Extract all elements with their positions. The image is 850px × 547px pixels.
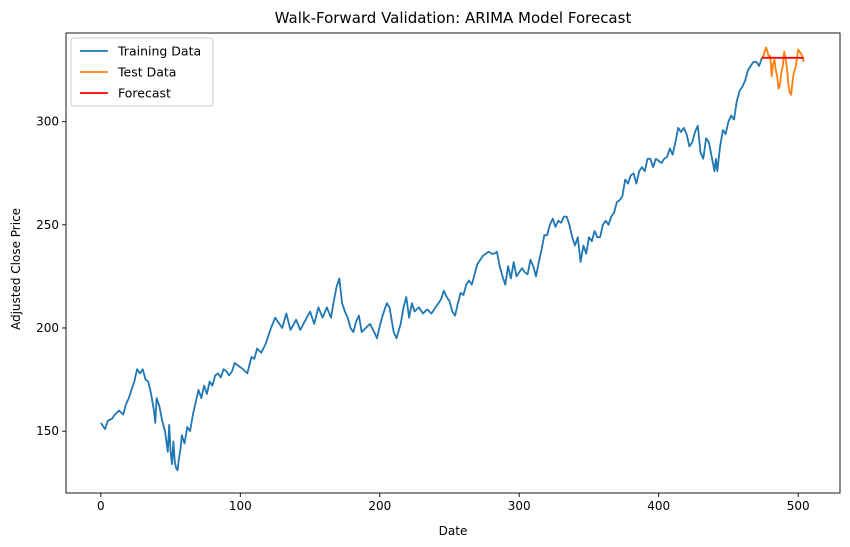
x-tick-label-5: 500 <box>787 499 810 513</box>
chart-title: Walk-Forward Validation: ARIMA Model For… <box>275 9 632 27</box>
series-line-0 <box>100 57 763 472</box>
x-tick-label-2: 200 <box>368 499 391 513</box>
legend-label-1: Test Data <box>117 65 176 80</box>
legend-label-2: Forecast <box>118 86 171 101</box>
legend-box <box>70 37 214 107</box>
y-tick-label-1: 200 <box>36 321 59 335</box>
y-tick-label-0: 150 <box>36 424 59 438</box>
y-tick-label-2: 250 <box>36 218 59 232</box>
x-tick-label-3: 300 <box>508 499 531 513</box>
legend: Training Data Test Data Forecast <box>70 37 214 107</box>
plot-area: 0 100 200 300 400 500 150 200 250 300 <box>36 32 841 513</box>
y-tick-label-3: 300 <box>36 115 59 129</box>
x-tick-label-1: 100 <box>229 499 252 513</box>
x-tick-label-4: 400 <box>647 499 670 513</box>
x-tick-label-0: 0 <box>97 499 105 513</box>
y-axis-label: Adjusted Close Price <box>9 208 23 330</box>
series-line-1 <box>761 46 805 96</box>
legend-label-0: Training Data <box>117 44 201 59</box>
x-axis-label: Date <box>439 524 468 538</box>
plot-frame <box>65 32 841 494</box>
